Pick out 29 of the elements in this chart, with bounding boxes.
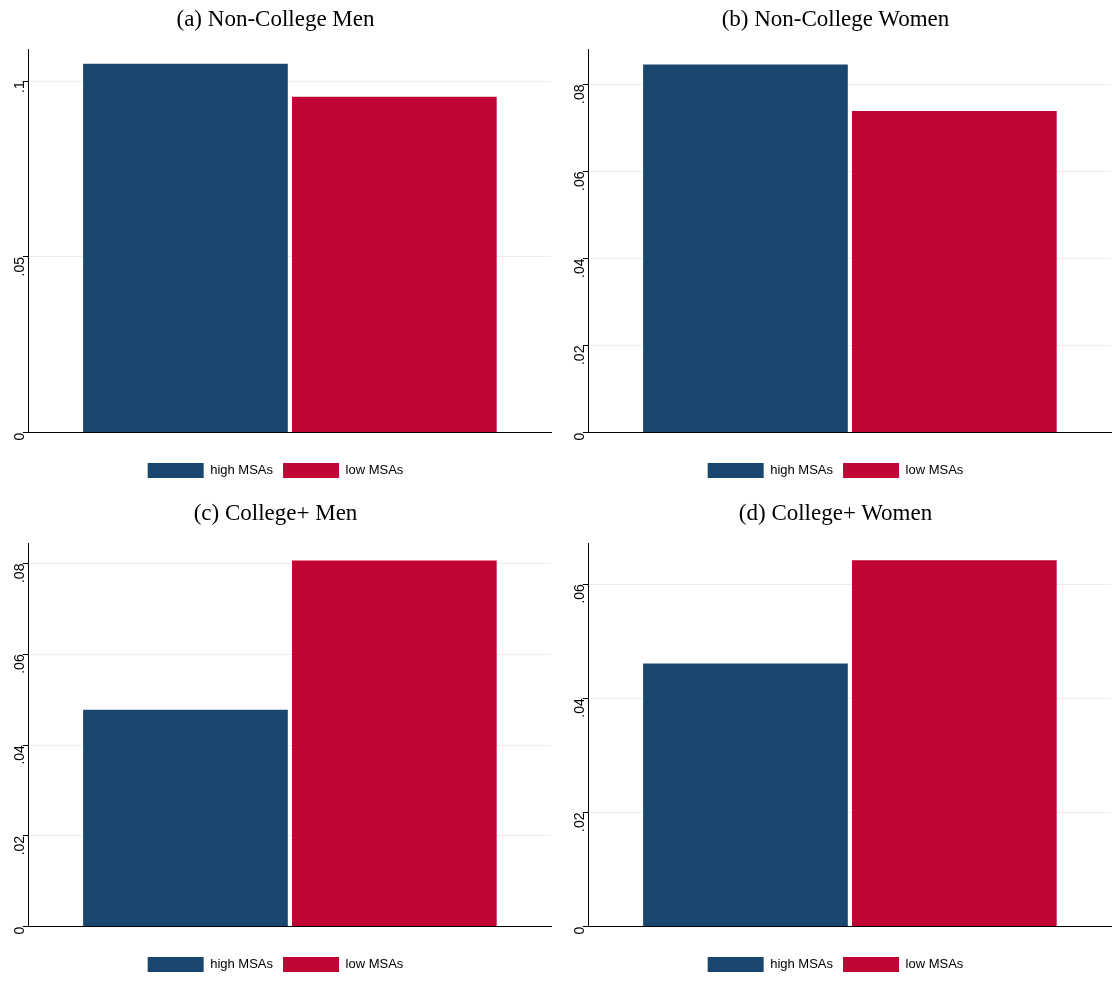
y-tick-label: 0: [570, 926, 587, 935]
y-tick-label: .08: [570, 84, 587, 104]
y-tick-label: .06: [570, 583, 587, 604]
y-tick-label: .06: [570, 171, 587, 191]
y-tick-label: .02: [570, 345, 587, 366]
y-tick-label: .02: [10, 835, 27, 856]
chart-title: (c) College+ Men: [193, 499, 358, 525]
legend-label: low MSAs: [905, 462, 964, 478]
y-tick-label: 0: [570, 432, 587, 441]
y-tick-label: .02: [570, 812, 587, 832]
legend-label: low MSAs: [345, 462, 404, 478]
y-tick-label: .05: [10, 256, 27, 277]
chart-title: (b) Non-College Women: [721, 5, 950, 31]
legend-label: high MSAs: [210, 462, 274, 478]
y-tick-label: .1: [10, 81, 27, 93]
legend-label: low MSAs: [345, 956, 404, 972]
y-tick-label: .06: [10, 654, 27, 674]
legend-label: low MSAs: [905, 956, 964, 972]
legend-label: high MSAs: [770, 462, 834, 478]
y-tick-label: .04: [10, 744, 27, 765]
chart-title: (a) Non-College Men: [176, 5, 375, 31]
y-tick-label: .04: [570, 258, 587, 278]
y-tick-label: .08: [10, 563, 27, 584]
legend-label: high MSAs: [770, 956, 834, 972]
chart-title: (d) College+ Women: [738, 499, 933, 525]
y-tick-label: 0: [10, 432, 27, 441]
legend-label: high MSAs: [210, 956, 274, 972]
y-tick-label: .04: [570, 698, 587, 718]
y-tick-label: 0: [10, 926, 27, 935]
